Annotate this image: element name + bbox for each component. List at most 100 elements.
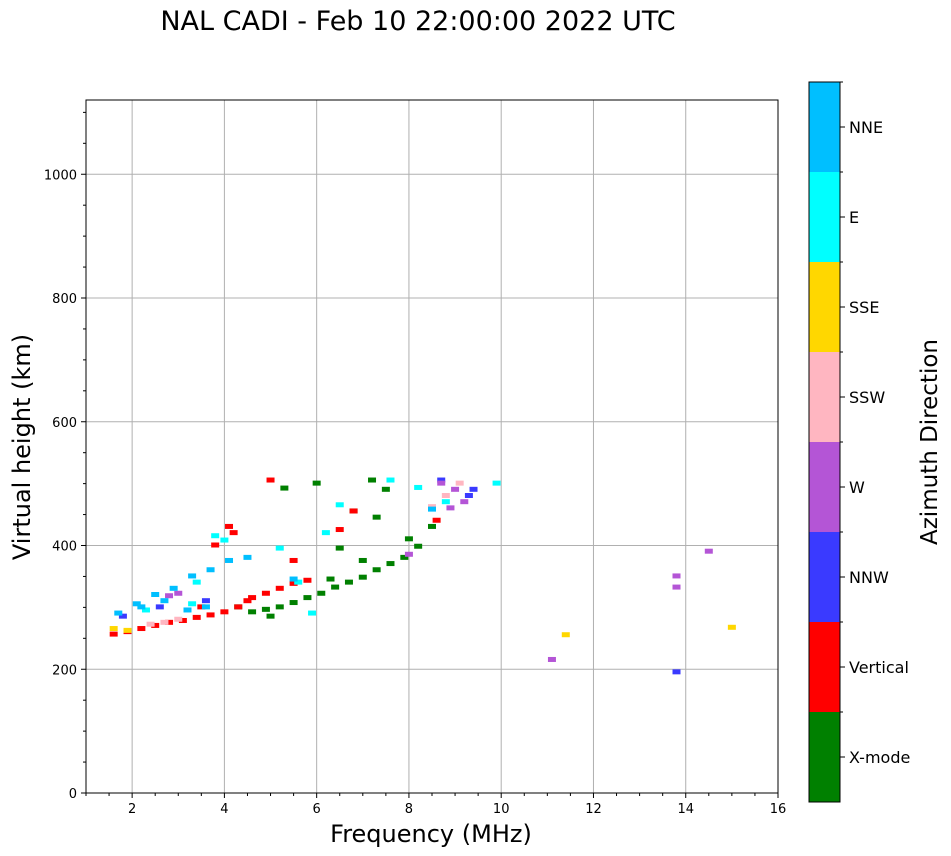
data-point-e xyxy=(308,610,317,616)
colorbar-tick-label: NNE xyxy=(849,118,883,137)
data-point-nnw xyxy=(201,598,210,604)
x-tick-label: 12 xyxy=(585,802,602,817)
data-point-vertical xyxy=(234,604,243,610)
x-axis-label: Frequency (MHz) xyxy=(330,820,532,848)
data-point-vertical xyxy=(109,631,118,637)
data-point-vertical xyxy=(225,523,234,529)
data-point-sse xyxy=(561,632,570,638)
data-point-vertical xyxy=(266,477,275,483)
data-point-nne xyxy=(132,601,141,607)
colorbar-tick-label: NNW xyxy=(849,568,889,587)
data-point-e xyxy=(275,545,284,551)
axes: 2 4 6 8 10 12 14 16 0 200 400 600 800 1000 xyxy=(44,111,787,817)
y-tick-label: 1000 xyxy=(44,168,77,183)
colorbar-segment xyxy=(809,172,840,262)
data-point-vertical xyxy=(335,527,344,533)
data-point-w xyxy=(165,593,174,599)
data-point-nne xyxy=(188,573,197,579)
colorbar-label: Azimuth Direction xyxy=(917,339,943,545)
data-point-nne xyxy=(289,576,298,582)
data-point-nne xyxy=(160,598,169,604)
data-point-vertical xyxy=(206,612,215,618)
data-point-nnw xyxy=(437,477,446,483)
x-tick-label: 14 xyxy=(677,802,694,817)
data-point-x-mode xyxy=(358,574,367,580)
colorbar-tick-label: Vertical xyxy=(849,658,909,677)
colorbar-tick-label: E xyxy=(849,208,859,227)
data-point-x-mode xyxy=(414,543,423,549)
data-point-e xyxy=(321,530,330,536)
data-point-x-mode xyxy=(326,576,335,582)
colorbar-segment xyxy=(809,442,840,532)
data-point-vertical xyxy=(243,598,252,604)
data-point-nnw xyxy=(672,669,681,675)
data-point-x-mode xyxy=(248,609,257,615)
data-point-ssw xyxy=(455,480,464,486)
data-point-e xyxy=(294,579,303,585)
y-tick-label: 600 xyxy=(52,416,77,431)
data-point-x-mode xyxy=(386,561,395,567)
data-point-e xyxy=(141,607,150,613)
data-point-x-mode xyxy=(312,480,321,486)
data-point-vertical xyxy=(137,626,146,632)
y-tick-label: 400 xyxy=(52,540,77,555)
data-point-nne xyxy=(169,585,178,591)
data-point-x-mode xyxy=(404,536,413,542)
data-point-w xyxy=(451,486,460,492)
colorbar-segment xyxy=(809,262,840,352)
data-marks xyxy=(109,477,736,675)
data-point-vertical xyxy=(211,542,220,548)
y-axis-label: Virtual height (km) xyxy=(8,334,36,560)
data-point-ssw xyxy=(160,619,169,625)
data-point-vertical xyxy=(248,595,257,601)
data-point-w xyxy=(547,656,556,662)
data-point-x-mode xyxy=(335,545,344,551)
colorbar: X-mode Vertical NNW W SSW SSE E NNE xyxy=(808,81,910,803)
data-point-nne xyxy=(206,567,215,573)
data-point-nnw xyxy=(464,493,473,498)
data-point-w xyxy=(174,590,183,596)
x-tick-label: 10 xyxy=(493,802,510,817)
colorbar-segment xyxy=(809,622,840,712)
data-point-vertical xyxy=(261,590,270,596)
data-point-vertical xyxy=(432,517,441,523)
grid-lines xyxy=(86,100,779,794)
y-tick-label: 200 xyxy=(52,663,77,678)
data-point-vertical xyxy=(349,508,358,514)
data-point-x-mode xyxy=(344,579,353,585)
data-point-nne xyxy=(114,610,123,616)
data-point-sse xyxy=(109,626,118,632)
data-point-x-mode xyxy=(289,600,298,606)
x-tick-label: 16 xyxy=(770,802,787,817)
data-point-vertical xyxy=(220,609,229,615)
data-point-x-mode xyxy=(303,595,312,601)
data-point-x-mode xyxy=(280,485,289,491)
data-point-sse xyxy=(727,624,736,630)
data-point-x-mode xyxy=(400,554,409,560)
data-point-nnw xyxy=(469,486,478,492)
data-point-w xyxy=(672,584,681,590)
data-point-nne xyxy=(243,554,252,560)
data-point-x-mode xyxy=(358,557,367,563)
data-point-nnw xyxy=(155,604,164,610)
x-tick-label: 2 xyxy=(128,802,136,817)
data-point-vertical xyxy=(192,614,201,620)
data-point-ssw xyxy=(174,616,183,622)
data-point-e xyxy=(192,579,201,585)
data-point-w xyxy=(672,573,681,579)
data-point-x-mode xyxy=(372,567,381,573)
colorbar-segment xyxy=(809,532,840,622)
colorbar-segment xyxy=(809,352,840,442)
data-point-w xyxy=(446,505,455,511)
x-tick-label: 8 xyxy=(405,802,413,817)
data-point-nne xyxy=(225,557,234,563)
data-point-x-mode xyxy=(372,514,381,520)
data-point-vertical xyxy=(289,580,298,586)
data-point-e xyxy=(211,533,220,539)
colorbar-segment xyxy=(809,82,840,172)
data-point-ssw xyxy=(146,621,155,627)
data-point-e xyxy=(220,537,229,543)
data-point-nne xyxy=(151,592,160,597)
data-point-vertical xyxy=(275,585,284,591)
x-tick-label: 6 xyxy=(313,802,321,817)
